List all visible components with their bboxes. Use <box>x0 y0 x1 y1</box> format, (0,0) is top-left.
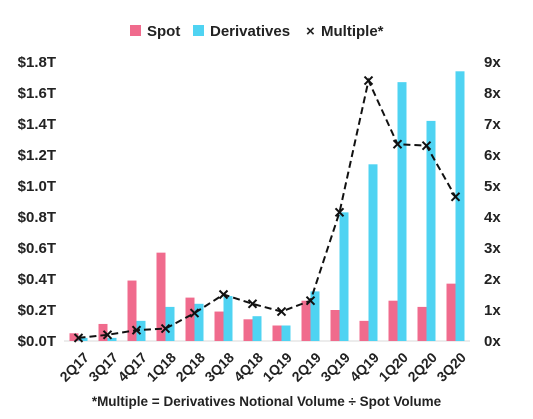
right-axis-tick-label: 3x <box>484 240 501 257</box>
bar-spot <box>98 323 108 341</box>
x-axis-tick-label: 3Q18 <box>201 349 237 385</box>
left-axis-tick-label: $0.6T <box>18 240 56 257</box>
left-axis-ticks: $0.0T $0.2T $0.4T $0.6T $0.8T $1.0T $1.2T $1.4T… <box>18 54 56 350</box>
right-axis-tick-label: 2x <box>484 271 501 288</box>
x-axis-tick-label: 4Q19 <box>346 349 382 385</box>
legend-label-multiple: Multiple* <box>321 23 384 40</box>
multiple-line-path <box>78 77 457 339</box>
x-axis-tick-label: 2Q17 <box>56 349 92 385</box>
bars <box>69 71 465 342</box>
legend: Spot Derivatives × Multiple* <box>130 23 384 40</box>
bar-derivatives <box>426 120 436 342</box>
multiple-point-marker <box>334 207 345 218</box>
x-axis-tick-label: 4Q18 <box>230 349 266 385</box>
left-axis-tick-label: $1.4T <box>18 116 56 133</box>
bar-spot <box>272 325 282 341</box>
multiple-point-marker <box>305 295 316 306</box>
right-axis-tick-label: 1x <box>484 302 501 319</box>
bar-spot <box>359 320 369 341</box>
bar-spot <box>69 333 79 341</box>
bar-derivatives <box>136 320 146 341</box>
multiple-point-marker <box>247 299 258 309</box>
legend-label-spot: Spot <box>147 23 180 40</box>
multiple-point-marker <box>189 308 200 318</box>
left-axis-tick-label: $1.6T <box>18 85 56 102</box>
left-axis-tick-label: $1.0T <box>18 178 56 195</box>
bar-derivatives <box>281 325 291 341</box>
bar-derivatives <box>339 212 349 341</box>
bar-derivatives <box>310 291 320 341</box>
x-axis-tick-label: 3Q20 <box>433 349 469 385</box>
bar-derivatives <box>78 337 88 341</box>
bar-spot <box>185 297 195 341</box>
legend-marker-multiple: × <box>306 23 315 40</box>
left-axis-tick-label: $0.2T <box>18 302 56 319</box>
multiple-point-marker <box>73 333 84 343</box>
bar-spot <box>417 306 427 341</box>
x-axis-tick-label: 1Q19 <box>259 349 295 385</box>
bar-derivatives <box>194 303 204 341</box>
bar-derivatives <box>397 82 407 342</box>
bar-derivatives <box>252 316 262 341</box>
x-axis-tick-label: 4Q17 <box>114 349 150 385</box>
chart: Spot Derivatives × Multiple* $0.0T$0.2T$… <box>18 23 502 385</box>
multiple-point-marker <box>276 306 287 317</box>
bar-spot <box>446 283 456 341</box>
right-axis-tick-label: 6x <box>484 147 501 164</box>
multiple-point-marker <box>392 139 403 149</box>
right-axis-tick-label: 9x <box>484 54 501 71</box>
left-axis-tick-label: $0.8T <box>18 209 56 226</box>
bar-derivatives <box>368 164 378 341</box>
multiple-line <box>73 75 461 343</box>
multiple-point-marker <box>218 289 229 300</box>
x-axis-tick-label: 2Q19 <box>288 349 324 385</box>
bar-derivatives <box>223 296 233 341</box>
left-axis-tick-label: $0.4T <box>18 271 56 288</box>
multiple-point-marker <box>421 140 432 151</box>
x-axis-tick-label: 3Q17 <box>85 349 121 385</box>
left-axis-tick-label: $0.0T <box>18 333 56 350</box>
right-axis-tick-label: 7x <box>484 116 501 133</box>
right-axis-tick-label: 4x <box>484 209 501 226</box>
x-axis-ticks: 2Q173Q174Q171Q182Q183Q184Q181Q192Q193Q19… <box>56 349 469 385</box>
left-axis-tick-label: $1.2T <box>18 147 56 164</box>
legend-swatch-derivatives <box>193 25 204 36</box>
multiple-point-marker <box>160 323 171 334</box>
right-axis-tick-label: 0x <box>484 333 501 350</box>
footnote: *Multiple = Derivatives Notional Volume … <box>91 394 442 409</box>
left-axis-tick-label: $1.8T <box>18 54 56 71</box>
multiple-point-marker <box>131 325 142 335</box>
bar-derivatives <box>455 71 465 342</box>
legend-label-derivatives: Derivatives <box>210 23 290 40</box>
x-axis-tick-label: 2Q20 <box>404 349 440 385</box>
multiple-point-marker <box>450 192 461 202</box>
bar-derivatives <box>165 306 175 341</box>
right-axis-tick-label: 8x <box>484 85 501 102</box>
bar-derivatives <box>107 337 117 341</box>
multiple-point-marker <box>102 330 113 340</box>
bar-spot <box>330 310 340 341</box>
bar-spot <box>388 300 398 341</box>
multiple-point-marker <box>363 75 374 86</box>
bar-spot <box>127 280 137 341</box>
bar-spot <box>214 311 224 341</box>
x-axis-tick-label: 3Q19 <box>317 349 353 385</box>
legend-swatch-spot <box>130 25 141 36</box>
bar-spot <box>243 319 253 341</box>
bar-spot <box>156 252 166 341</box>
x-axis-tick-label: 1Q18 <box>143 349 179 385</box>
right-axis-tick-label: 5x <box>484 178 501 195</box>
bar-spot <box>301 300 311 341</box>
x-axis-tick-label: 2Q18 <box>172 349 208 385</box>
x-axis-tick-label: 1Q20 <box>375 349 411 385</box>
right-axis-ticks: 0x 1x 2x 3x 4x 5x 6x 7x 8x 9x <box>484 54 501 350</box>
